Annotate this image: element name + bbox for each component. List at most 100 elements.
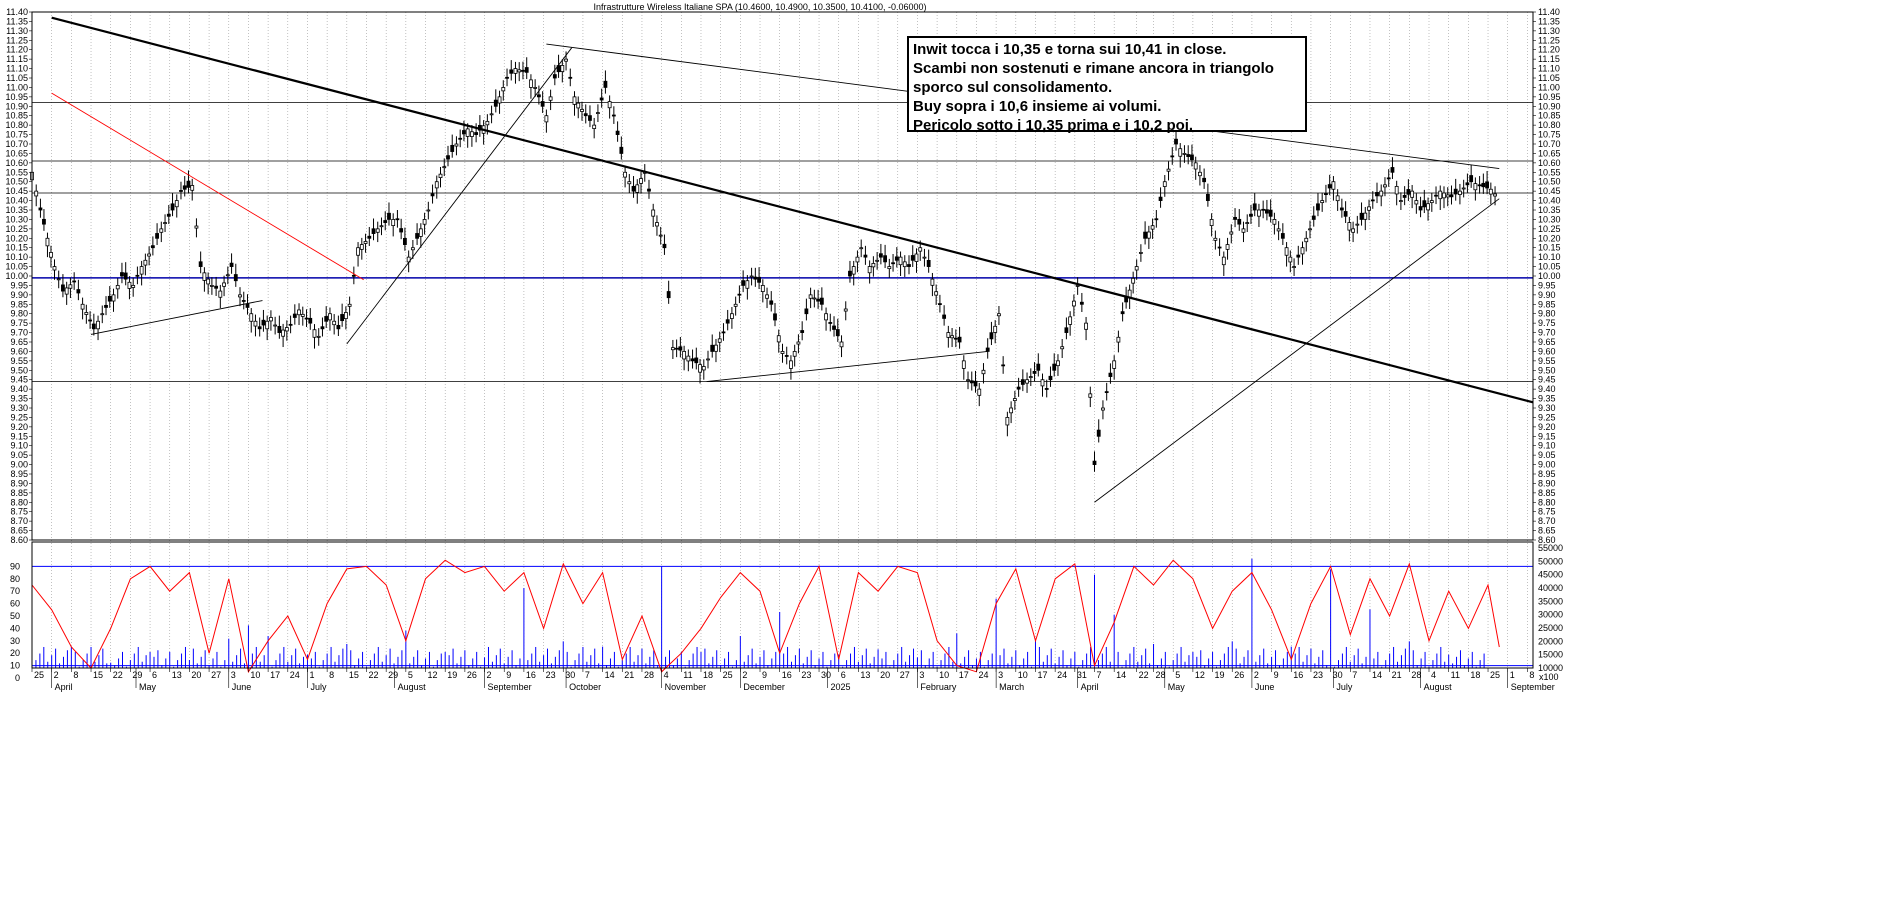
price-candle [375,228,380,233]
price-candle [418,228,423,237]
price-candle [1445,194,1450,198]
price-candle [835,329,840,337]
price-tick-label-right: 8.75 [1538,507,1556,517]
price-candle [328,313,332,321]
price-candle [1410,190,1415,198]
price-candle [533,87,538,89]
price-tick-label-left: 10.30 [5,214,28,224]
price-candle [159,228,164,233]
price-candle [1453,188,1458,195]
price-tick-label-right: 8.95 [1538,469,1556,479]
month-label: November [665,682,707,692]
oscillator-tick-label: 40 [10,623,20,633]
price-candle [359,244,364,250]
price-candle [878,253,883,258]
price-candle [910,255,915,261]
price-candle [863,254,868,258]
price-candle [257,326,262,330]
trendline [51,92,364,281]
day-label: 16 [782,670,792,680]
price-tick-label-left: 10.25 [5,224,28,234]
price-candle [198,261,203,267]
price-candle [973,380,978,387]
price-tick-label-left: 8.65 [10,526,28,536]
month-label: September [488,682,532,692]
price-tick-label-right: 9.05 [1538,450,1556,460]
price-candle [245,303,250,308]
price-candle [34,190,39,197]
price-candle [351,274,356,277]
day-label: 9 [1274,670,1279,680]
oscillator-tick-label: 10 [10,661,20,671]
price-candle [1044,388,1049,390]
price-tick-label-right: 10.75 [1538,130,1561,140]
day-label: 6 [152,670,157,680]
price-candle [1120,311,1125,315]
price-tick-label-right: 10.00 [1538,271,1561,281]
price-candle [989,332,994,340]
price-tick-label-right: 10.05 [1538,262,1561,272]
day-label: 3 [919,670,924,680]
price-candle [356,247,360,256]
price-candle [773,313,777,321]
price-tick-label-right: 10.70 [1538,139,1561,149]
price-candle [536,94,541,98]
month-label: April [1081,682,1099,692]
day-label: 29 [132,670,142,680]
price-candle [524,67,529,73]
price-candle [462,130,466,135]
price-candle [1005,417,1010,426]
price-tick-label-right: 9.65 [1538,337,1556,347]
price-tick-label-left: 9.05 [10,450,28,460]
day-label: 4 [664,670,669,680]
price-candle [430,193,435,197]
day-label: 28 [644,670,654,680]
price-candle [580,109,584,112]
day-label: 7 [1097,670,1102,680]
price-candle [1032,370,1037,374]
price-candle [269,317,273,322]
day-label: 10 [1018,670,1028,680]
month-label: May [1168,682,1186,692]
price-candle [760,285,765,292]
price-candle [1056,360,1060,367]
price-tick-label-left: 11.20 [6,45,28,55]
price-candle [765,294,769,299]
price-candle [179,190,183,192]
oscillator-series [31,559,1500,674]
price-candle [957,336,962,343]
analysis-note: Inwit tocca i 10,35 e torna sui 10,41 in… [907,36,1307,134]
day-label: 2 [742,670,747,680]
price-candle [1402,194,1407,198]
price-candle [674,347,679,350]
price-tick-label-left: 11.15 [6,54,28,64]
price-tick-label-left: 9.25 [10,412,28,422]
price-candle [1438,190,1443,200]
day-label: 25 [34,670,44,680]
price-candle [422,219,427,225]
price-candle [1146,231,1151,239]
price-candle [324,316,329,322]
price-tick-label-left: 9.80 [10,309,28,319]
price-candle [383,220,388,223]
price-tick-label-left: 10.05 [5,262,28,272]
day-label: 4 [1431,670,1436,680]
price-candle [686,355,691,362]
price-tick-label-right: 11.10 [1538,64,1560,74]
price-tick-label-left: 9.45 [10,375,28,385]
price-candle [560,65,565,73]
price-candle [1025,379,1029,384]
price-candle [170,203,175,211]
price-candle [725,319,730,324]
price-candle [966,379,970,382]
price-candle [49,252,53,258]
price-candle [1367,206,1371,211]
price-candle [997,313,1001,317]
price-candle [104,304,108,308]
price-tick-label-left: 11.10 [6,64,28,74]
price-candle [969,380,974,384]
day-label: 20 [880,670,890,680]
price-candle [1075,285,1080,287]
month-label: February [920,682,957,692]
price-candle [182,185,187,190]
